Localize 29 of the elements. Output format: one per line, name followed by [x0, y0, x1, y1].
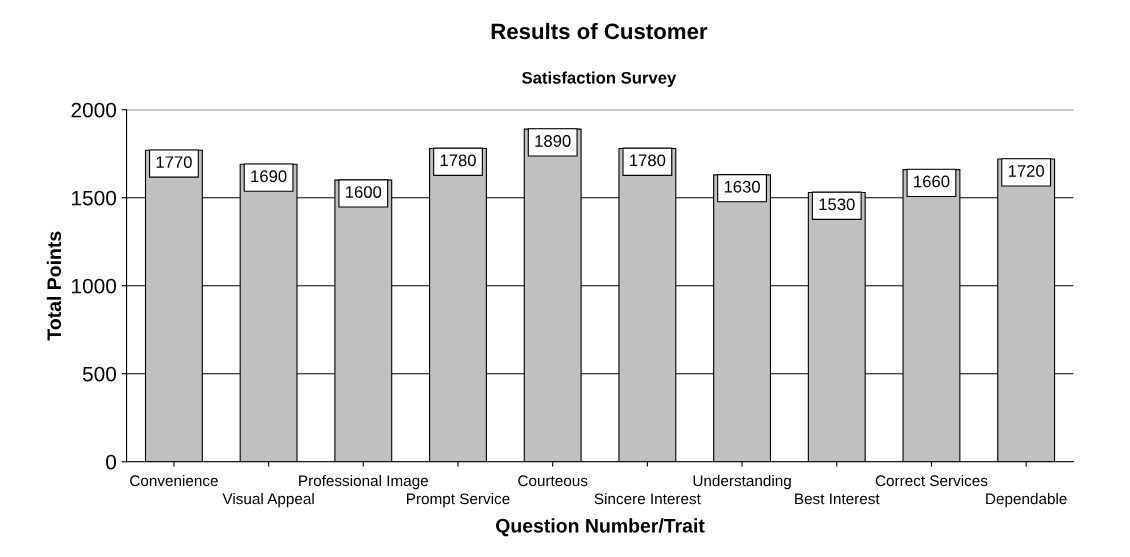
- y-tick-label: 0: [106, 454, 117, 470]
- x-tick-label: Correct Services: [875, 474, 988, 487]
- data-label: 1600: [346, 186, 382, 198]
- data-label: 1780: [630, 154, 666, 167]
- data-label: 1720: [1008, 165, 1045, 177]
- data-label: 1630: [724, 180, 760, 193]
- y-tick-label: 1000: [72, 278, 117, 294]
- data-label: 1660: [914, 175, 950, 188]
- x-tick-label: Professional Image: [299, 474, 429, 490]
- x-tick-label: Best Interest: [795, 493, 880, 505]
- x-tick-label: Understanding: [693, 474, 791, 490]
- data-label: 1530: [819, 198, 855, 211]
- x-tick-label: Courteous: [518, 475, 588, 487]
- chart-subtitle: Satisfaction Survey: [522, 71, 677, 88]
- x-tick-label: Sincere Interest: [594, 493, 701, 505]
- x-axis-title: Question Number/Trait: [496, 518, 705, 537]
- data-label: 1890: [535, 135, 571, 147]
- x-tick-label: Prompt Service: [407, 493, 510, 508]
- data-label: 1770: [156, 156, 192, 169]
- x-tick-label: Dependable: [986, 493, 1067, 508]
- x-tick-label: Convenience: [130, 474, 218, 487]
- data-label: 1690: [251, 170, 287, 183]
- data-label: 1780: [440, 154, 476, 167]
- y-tick-label: 500: [82, 366, 117, 382]
- y-axis-title: Total Points: [46, 231, 62, 341]
- y-tick-label: 2000: [71, 102, 117, 118]
- chart-title: Results of Customer: [491, 22, 708, 40]
- y-tick-label: 1500: [72, 190, 117, 206]
- x-tick-label: Visual Appeal: [222, 493, 314, 508]
